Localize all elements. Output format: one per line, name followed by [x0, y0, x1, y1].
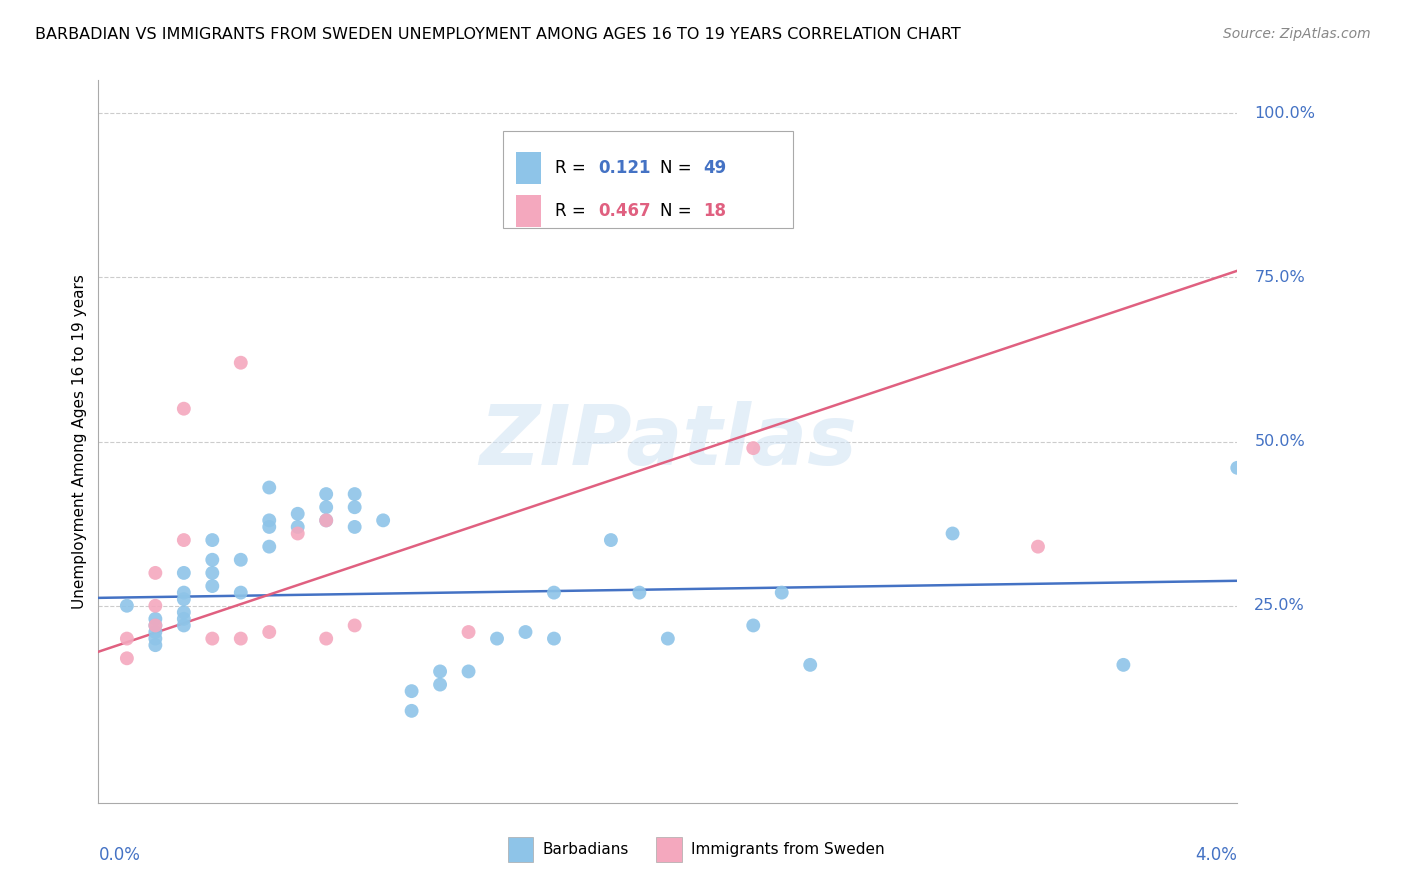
Barbadians: [173, 612, 195, 626]
Barbadians: [1112, 657, 1135, 672]
Barbadians: [543, 632, 565, 646]
Barbadians: [657, 632, 679, 646]
Text: ZIPatlas: ZIPatlas: [479, 401, 856, 482]
Barbadians: [315, 513, 337, 527]
Immigrants from Sweden: [229, 356, 252, 370]
Immigrants from Sweden: [145, 599, 167, 613]
Immigrants from Sweden: [173, 401, 195, 416]
Immigrants from Sweden: [343, 618, 366, 632]
Barbadians: [1226, 460, 1249, 475]
Barbadians: [229, 553, 252, 567]
Barbadians: [145, 625, 167, 640]
Barbadians: [145, 632, 167, 646]
Barbadians: [371, 513, 394, 527]
Text: 0.467: 0.467: [599, 202, 651, 219]
Barbadians: [173, 618, 195, 632]
Y-axis label: Unemployment Among Ages 16 to 19 years: Unemployment Among Ages 16 to 19 years: [72, 274, 87, 609]
Immigrants from Sweden: [287, 526, 309, 541]
Immigrants from Sweden: [115, 651, 138, 665]
Barbadians: [401, 704, 423, 718]
Text: 0.0%: 0.0%: [98, 847, 141, 864]
Barbadians: [799, 657, 821, 672]
Barbadians: [942, 526, 965, 541]
Barbadians: [429, 677, 451, 691]
Barbadians: [173, 566, 195, 580]
Immigrants from Sweden: [315, 632, 337, 646]
Barbadians: [229, 585, 252, 599]
Text: 4.0%: 4.0%: [1195, 847, 1237, 864]
Text: 100.0%: 100.0%: [1254, 105, 1316, 120]
Immigrants from Sweden: [173, 533, 195, 547]
Immigrants from Sweden: [742, 441, 765, 455]
Barbadians: [628, 585, 651, 599]
Barbadians: [145, 618, 167, 632]
Barbadians: [259, 520, 281, 534]
FancyBboxPatch shape: [503, 131, 793, 228]
Barbadians: [259, 481, 281, 495]
Immigrants from Sweden: [145, 566, 167, 580]
Barbadians: [259, 540, 281, 554]
Barbadians: [173, 592, 195, 607]
Immigrants from Sweden: [229, 632, 252, 646]
Immigrants from Sweden: [201, 632, 224, 646]
Text: 50.0%: 50.0%: [1254, 434, 1305, 449]
Barbadians: [259, 513, 281, 527]
Barbadians: [343, 500, 366, 515]
Text: Source: ZipAtlas.com: Source: ZipAtlas.com: [1223, 27, 1371, 41]
Text: R =: R =: [555, 159, 591, 177]
Barbadians: [201, 566, 224, 580]
Bar: [516, 152, 541, 184]
Bar: [509, 837, 533, 863]
Barbadians: [543, 585, 565, 599]
Barbadians: [515, 625, 537, 640]
Immigrants from Sweden: [115, 632, 138, 646]
Text: 25.0%: 25.0%: [1254, 599, 1305, 613]
Barbadians: [115, 599, 138, 613]
Barbadians: [145, 638, 167, 652]
Text: 75.0%: 75.0%: [1254, 270, 1305, 285]
Text: R =: R =: [555, 202, 591, 219]
Barbadians: [770, 585, 793, 599]
Barbadians: [343, 520, 366, 534]
Barbadians: [401, 684, 423, 698]
Immigrants from Sweden: [145, 618, 167, 632]
Immigrants from Sweden: [315, 513, 337, 527]
Barbadians: [201, 553, 224, 567]
Text: 0.121: 0.121: [599, 159, 651, 177]
Barbadians: [145, 612, 167, 626]
Immigrants from Sweden: [457, 625, 479, 640]
Text: N =: N =: [659, 202, 697, 219]
Barbadians: [742, 618, 765, 632]
Barbadians: [287, 520, 309, 534]
Barbadians: [429, 665, 451, 679]
Barbadians: [343, 487, 366, 501]
Barbadians: [201, 533, 224, 547]
Barbadians: [173, 585, 195, 599]
Text: BARBADIAN VS IMMIGRANTS FROM SWEDEN UNEMPLOYMENT AMONG AGES 16 TO 19 YEARS CORRE: BARBADIAN VS IMMIGRANTS FROM SWEDEN UNEM…: [35, 27, 960, 42]
Barbadians: [201, 579, 224, 593]
Text: 49: 49: [703, 159, 727, 177]
Immigrants from Sweden: [259, 625, 281, 640]
Text: Immigrants from Sweden: Immigrants from Sweden: [690, 842, 884, 857]
Text: 18: 18: [703, 202, 725, 219]
Barbadians: [315, 500, 337, 515]
Barbadians: [287, 507, 309, 521]
Barbadians: [486, 632, 509, 646]
Text: Barbadians: Barbadians: [543, 842, 628, 857]
Bar: [516, 194, 541, 227]
Text: N =: N =: [659, 159, 697, 177]
Barbadians: [457, 665, 479, 679]
Barbadians: [600, 533, 623, 547]
Bar: [657, 837, 682, 863]
Barbadians: [315, 487, 337, 501]
Immigrants from Sweden: [1026, 540, 1049, 554]
Barbadians: [173, 605, 195, 619]
